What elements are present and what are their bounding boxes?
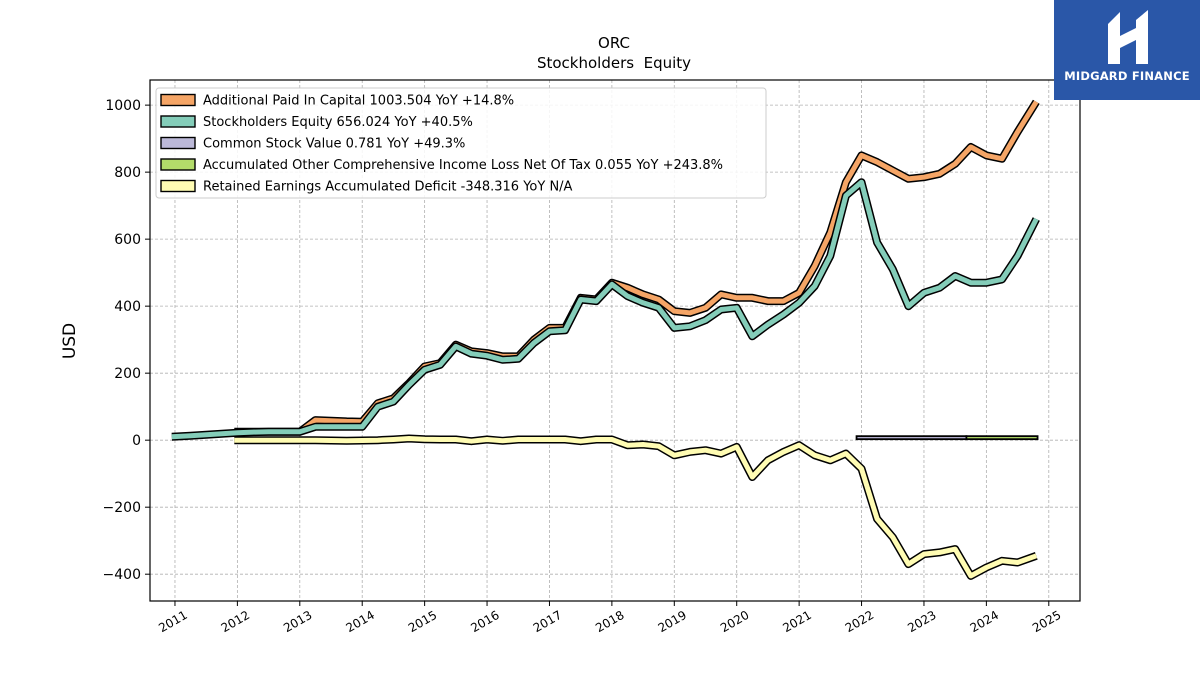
x-tick-label: 2021 bbox=[780, 608, 813, 635]
x-tick-label: 2025 bbox=[1030, 608, 1063, 635]
legend-swatch bbox=[160, 179, 196, 193]
y-tick-label: −400 bbox=[103, 567, 141, 583]
x-tick-label: 2018 bbox=[593, 608, 626, 635]
y-tick-label: 0 bbox=[132, 433, 141, 449]
x-tick-label: 2011 bbox=[156, 608, 189, 635]
x-tick-label: 2024 bbox=[968, 608, 1001, 635]
y-tick-label: 1000 bbox=[105, 98, 141, 114]
x-tick-label: 2016 bbox=[468, 608, 501, 635]
series-2-bar bbox=[855, 435, 968, 441]
y-tick-label: 800 bbox=[114, 165, 141, 181]
legend-label: Common Stock Value 0.781 YoY +49.3% bbox=[203, 137, 465, 152]
y-tick-label: −200 bbox=[103, 500, 141, 516]
y-tick-label: 200 bbox=[114, 366, 141, 382]
x-tick-label: 2013 bbox=[281, 608, 314, 635]
legend-label: Additional Paid In Capital 1003.504 YoY … bbox=[203, 94, 514, 109]
legend-swatch bbox=[160, 158, 196, 171]
series-1-line bbox=[171, 179, 1039, 440]
y-tick-label: 400 bbox=[114, 299, 141, 315]
series-3-bar bbox=[965, 435, 1039, 441]
legend-swatch bbox=[160, 93, 196, 107]
x-tick-label: 2023 bbox=[905, 608, 938, 635]
legend-label: Accumulated Other Comprehensive Income L… bbox=[203, 158, 723, 173]
series-1-outline bbox=[171, 178, 1040, 441]
legend-box bbox=[155, 87, 767, 199]
series-group bbox=[171, 99, 1040, 580]
series-4-line bbox=[234, 436, 1038, 579]
legend: Additional Paid In Capital 1003.504 YoY … bbox=[155, 87, 767, 199]
y-axis-label: USD bbox=[60, 323, 80, 359]
legend-label: Stockholders Equity 656.024 YoY +40.5% bbox=[203, 115, 473, 130]
brand-logo: MIDGARD FINANCE bbox=[1054, 0, 1200, 100]
logo-text: MIDGARD FINANCE bbox=[1064, 69, 1190, 83]
chart-subtitle: Stockholders Equity bbox=[537, 54, 691, 72]
x-tick-label: 2012 bbox=[219, 608, 252, 635]
x-tick-label: 2019 bbox=[656, 608, 689, 635]
plot-frame bbox=[149, 79, 1081, 602]
legend-label: Retained Earnings Accumulated Deficit -3… bbox=[203, 180, 573, 195]
x-tick-label: 2014 bbox=[343, 608, 376, 635]
x-tick-label: 2017 bbox=[531, 608, 564, 635]
chart-title: ORC bbox=[598, 34, 630, 52]
x-tick-label: 2015 bbox=[406, 608, 439, 635]
x-tick-label: 2020 bbox=[718, 608, 751, 635]
x-tick-label: 2022 bbox=[843, 608, 876, 635]
legend-swatch bbox=[160, 115, 196, 128]
legend-swatch bbox=[160, 136, 196, 150]
logo-mark-icon bbox=[1108, 10, 1148, 64]
y-tick-label: 600 bbox=[114, 232, 141, 248]
